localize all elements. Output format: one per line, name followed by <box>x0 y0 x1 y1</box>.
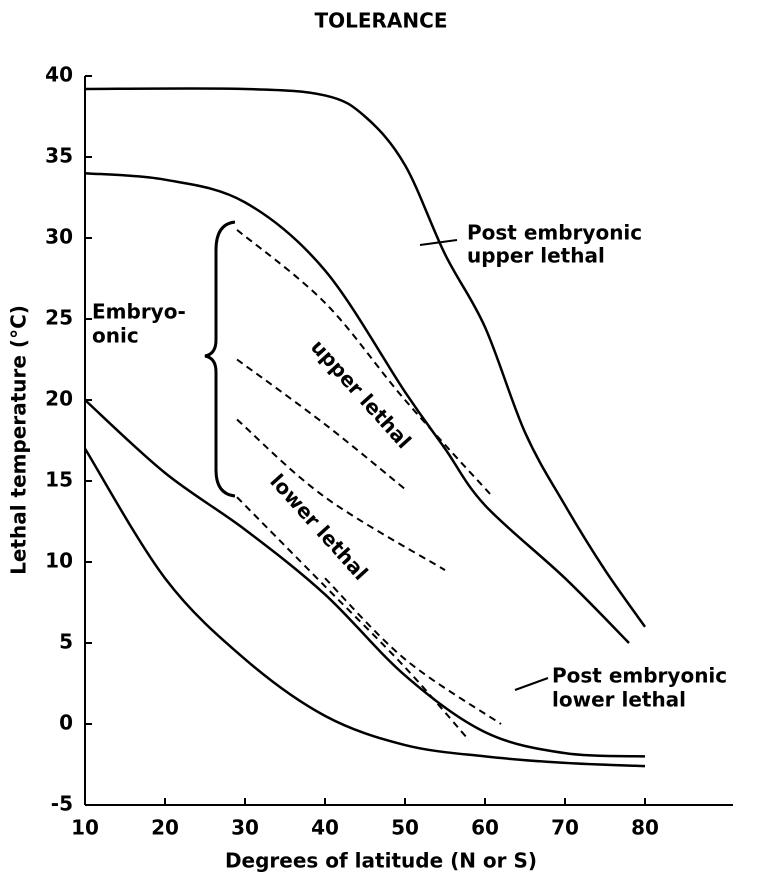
x-tick-label: 10 <box>71 816 99 840</box>
y-tick-label: 15 <box>45 468 73 492</box>
brace <box>204 220 236 498</box>
x-tick-label: 40 <box>311 816 339 840</box>
annotation: upper lethal <box>467 244 605 268</box>
x-tick-label: 60 <box>471 816 499 840</box>
x-axis-label: Degrees of latitude (N or S) <box>225 849 537 873</box>
dashed-line <box>236 358 406 490</box>
line <box>83 447 646 768</box>
dashed-line <box>236 229 494 498</box>
y-tick-label: 20 <box>45 387 73 411</box>
pointer <box>514 677 549 691</box>
x-tick-label: 50 <box>391 816 419 840</box>
dashed-line <box>236 496 470 741</box>
dashed-line <box>324 577 502 725</box>
y-tick-label: 35 <box>45 144 73 168</box>
line <box>84 399 646 758</box>
y-tick-label: 40 <box>45 63 73 87</box>
x-tick-label: 30 <box>231 816 259 840</box>
annotation: Post embryonic <box>467 221 642 245</box>
annotation: lower lethal <box>552 688 686 712</box>
chart-title: TOLERANCE <box>314 9 447 33</box>
annotation: onic <box>92 324 139 348</box>
x-tick-label: 70 <box>551 816 579 840</box>
line <box>84 171 630 644</box>
x-tick-label: 20 <box>151 816 179 840</box>
annotation: Embryo- <box>92 300 186 324</box>
dashed-line <box>236 418 446 571</box>
x-tick-label: 80 <box>631 816 659 840</box>
line <box>84 87 647 628</box>
y-tick-label: 5 <box>59 630 73 654</box>
y-tick-label: 10 <box>45 549 73 573</box>
annotation: lower lethal <box>265 469 373 585</box>
y-tick-label: 0 <box>59 711 73 735</box>
y-tick-label: 25 <box>45 306 73 330</box>
y-axis-label: Lethal temperature (°C) <box>7 305 31 575</box>
y-tick-label: -5 <box>51 792 73 816</box>
annotation: Post embryonic <box>552 664 727 688</box>
y-tick-label: 30 <box>45 225 73 249</box>
